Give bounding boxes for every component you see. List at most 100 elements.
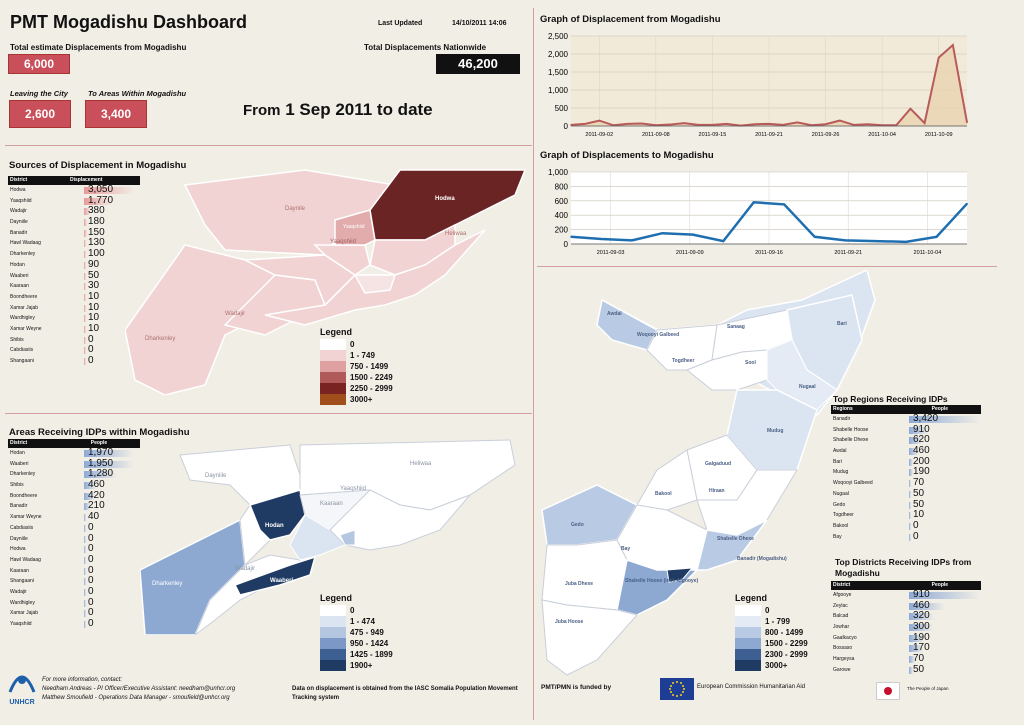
value-bar — [84, 610, 86, 618]
row-value-text: 50 — [913, 498, 925, 510]
col-people: People — [931, 406, 949, 412]
table-body: Banadir 3,420 Shabelle Hoose 910 Shabelle Dh… — [831, 413, 981, 542]
map-label-yaaqshiid: Yaaqshiid — [343, 224, 365, 230]
value-bar — [84, 450, 134, 457]
legend-item: 1425 - 1899 — [320, 649, 393, 660]
col-people: People — [90, 440, 108, 446]
value-bar — [84, 514, 86, 522]
table-row: Hodwa 0 — [8, 543, 140, 555]
data-point — [966, 202, 968, 205]
row-name: Jowhar — [833, 624, 850, 631]
row-value-text: 0 — [88, 543, 94, 555]
row-value-text: 170 — [913, 642, 930, 654]
region-label: Togdheer — [672, 358, 694, 364]
legend-item: 750 - 1499 — [320, 361, 393, 372]
row-value-text: 50 — [88, 269, 100, 281]
legend-title: Legend — [735, 593, 768, 603]
row-value: 3,420 — [909, 413, 981, 425]
legend-swatch — [320, 627, 346, 638]
row-name: Shibis — [10, 482, 24, 489]
row-value: 0 — [84, 607, 140, 619]
value-bar — [84, 347, 86, 355]
table-row: Hodwa 3,050 — [8, 184, 140, 196]
value-bar — [909, 501, 911, 509]
row-value-text: 620 — [913, 434, 930, 446]
legend-swatch — [320, 350, 346, 361]
row-value: 30 — [84, 280, 140, 292]
value-bar — [909, 602, 945, 610]
row-value-text: 0 — [88, 585, 94, 597]
table-row: Shibis 0 — [8, 334, 140, 346]
row-value-text: 90 — [88, 258, 100, 270]
contact-info: For more information, contact: Needham A… — [42, 676, 282, 703]
legend-label: 800 - 1499 — [765, 628, 804, 637]
row-name: Boondheere — [10, 492, 38, 499]
date-range-value: 1 Sep 2011 to date — [285, 100, 433, 119]
row-value-text: 100 — [88, 248, 105, 260]
value-bar — [84, 546, 86, 554]
region-label: Banadir (Mogadishu) — [737, 556, 787, 562]
row-value: 0 — [84, 543, 140, 555]
data-point — [952, 44, 954, 46]
value-bar — [909, 634, 925, 642]
row-name: Xamar Jajab — [10, 610, 39, 617]
row-value: 910 — [909, 589, 981, 601]
data-point — [813, 236, 816, 238]
legend-item: 1500 - 2249 — [320, 372, 393, 383]
value-bar — [84, 492, 95, 500]
legend-swatch — [320, 394, 346, 405]
table-row: Balcad 320 — [831, 611, 981, 622]
row-value-text: 0 — [913, 530, 919, 542]
legend-label: 475 - 949 — [350, 628, 384, 637]
legend-label: 1900+ — [350, 661, 373, 670]
row-name: Wardhigley — [10, 315, 35, 322]
row-value-text: 1,280 — [88, 468, 114, 480]
table-body: Hodwa 3,050 Yaaqshiid 1,770 Wadajir 380 Daynii… — [8, 184, 140, 367]
legend-label: 1 - 749 — [350, 351, 375, 360]
value-bar — [84, 304, 86, 312]
legend-items: 0 1 - 474 475 - 949 950 - 1424 1425 - 1899 19… — [320, 605, 393, 671]
row-value-text: 200 — [913, 455, 930, 467]
table-row: Banadir 150 — [8, 227, 140, 239]
japan-flag-icon — [876, 682, 900, 700]
top-districts-table: District People Afgooye 910 Zeylac 460 Balca… — [831, 581, 981, 676]
legend-swatch — [320, 361, 346, 372]
row-value-text: 0 — [913, 519, 919, 531]
y-tick-label: 800 — [555, 182, 569, 191]
legend-swatch — [735, 627, 761, 638]
row-name: Hodan — [10, 450, 25, 456]
table-row: Bari 200 — [831, 455, 981, 468]
row-value-text: 70 — [913, 477, 925, 489]
table-row: Dayniile 0 — [8, 533, 140, 545]
legend-swatch — [735, 638, 761, 649]
legend-label: 0 — [350, 606, 355, 615]
y-tick-label: 1,500 — [548, 68, 569, 77]
table-body: Afgooye 910 Zeylac 460 Balcad 320 Jowhar 300 Gaa… — [831, 589, 981, 676]
series-line — [570, 200, 968, 244]
row-value-text: 460 — [913, 599, 930, 611]
within-label: To Areas Within Mogadishu — [88, 89, 187, 98]
displacement-to-chart: 0 200 400 600 800 1,000 2011-09-03 2011-09-09 20… — [548, 168, 968, 256]
data-point — [796, 121, 799, 124]
data-point — [640, 122, 643, 125]
data-point — [722, 240, 725, 242]
leaving-value: 2,600 — [9, 100, 71, 128]
value-bar — [909, 448, 919, 456]
value-bar — [909, 490, 911, 498]
total-nationwide-label: Total Displacements Nationwide — [364, 43, 487, 52]
sources-table: District Displacement Hodwa 3,050 Yaaqshii… — [8, 176, 140, 367]
data-point — [783, 203, 786, 206]
areas-table: District People Hodan 1,970 Waaberi 1,950 Dh… — [8, 439, 140, 630]
y-tick-label: 600 — [555, 197, 569, 206]
row-name: Hawl Wadaag — [10, 556, 41, 563]
areas-map: Dayniile Kaaraan Heliwaa Yaaqshiid Dhark… — [140, 439, 516, 635]
region-label: Galgaduud — [705, 461, 731, 467]
legend-item: 3000+ — [735, 660, 808, 671]
date-range: From 1 Sep 2011 to date — [243, 100, 433, 120]
legend-swatch — [735, 616, 761, 627]
value-bar — [84, 229, 87, 237]
data-source-note: Data on displacement is obtained from th… — [292, 686, 518, 701]
japan-label: The People of Japan — [907, 686, 949, 691]
value-bar — [84, 208, 90, 216]
legend-title: Legend — [320, 327, 353, 337]
